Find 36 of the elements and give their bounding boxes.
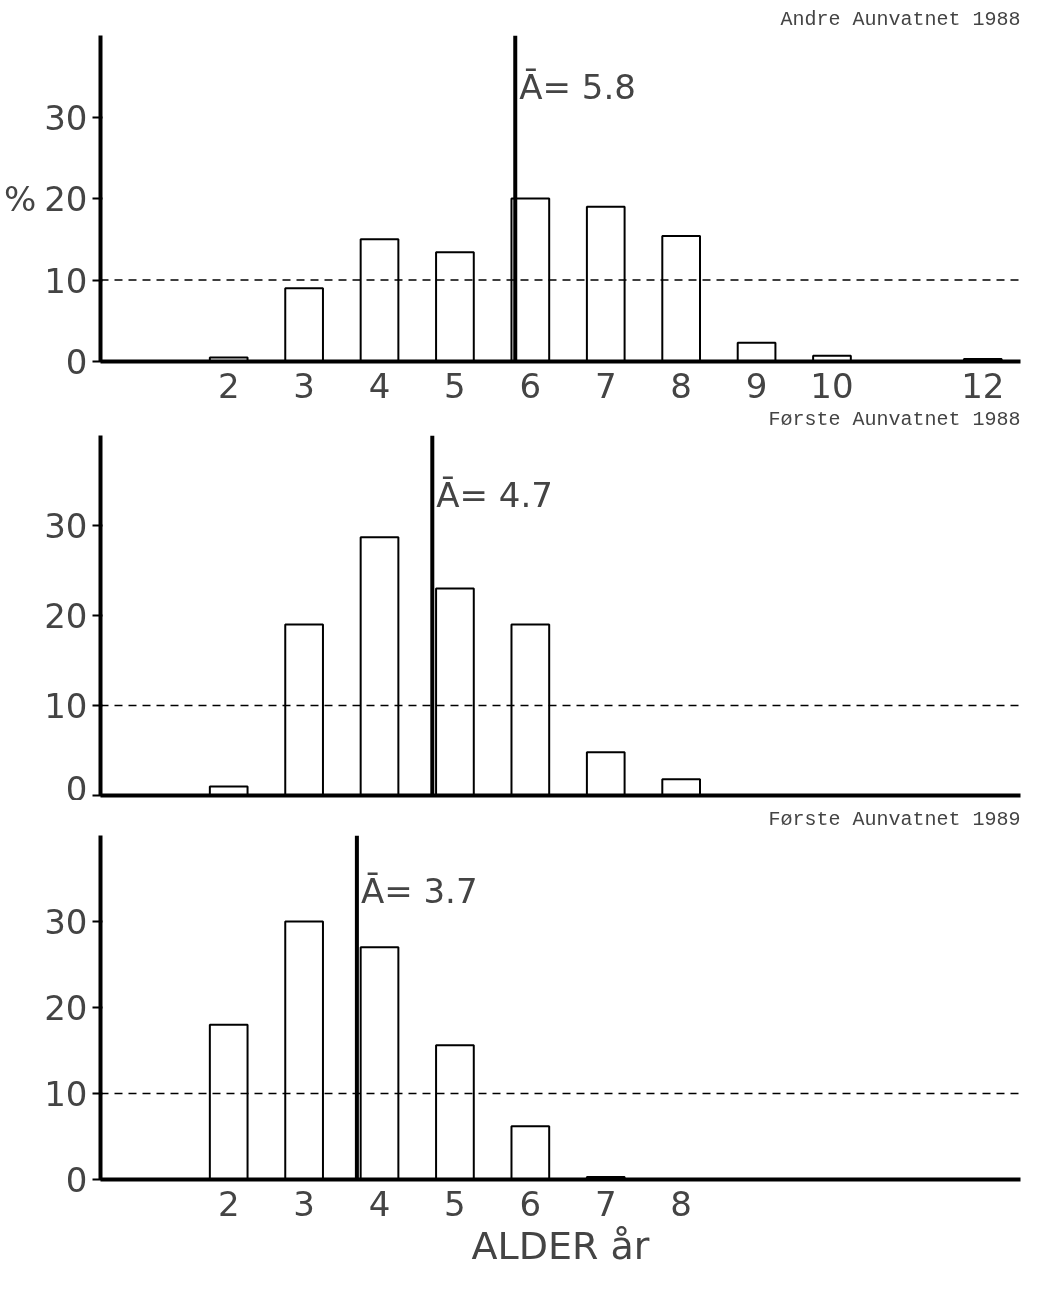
x-tick-label: 3 — [293, 365, 315, 406]
y-tick-label: 30 — [44, 506, 88, 546]
y-tick-label: 0 — [65, 342, 88, 382]
x-tick-label: 2 — [217, 365, 240, 406]
x-tick-label: 4 — [368, 1183, 391, 1224]
x-tick-label: 5 — [444, 365, 466, 406]
y-tick-label: 0 — [65, 1160, 88, 1200]
y-axis-title: % — [3, 178, 37, 219]
chart-title: Første Aunvatnet 1989 — [768, 807, 1021, 831]
x-tick-label: 8 — [670, 1183, 692, 1224]
y-tick-label: 20 — [44, 988, 88, 1028]
y-tick-label: 10 — [44, 260, 88, 301]
chart-title: Andre Aunvatnet 1988 — [780, 7, 1021, 31]
chart-title: Første Aunvatnet 1988 — [768, 407, 1021, 431]
x-tick-label: 12 — [961, 365, 1005, 406]
y-tick-label: 30 — [44, 97, 88, 138]
x-tick-label: 3 — [293, 1183, 315, 1224]
x-tick-label: 4 — [368, 365, 391, 406]
x-tick-label: 5 — [444, 1183, 466, 1224]
y-tick-label: 20 — [44, 596, 88, 636]
y-tick-label: 10 — [44, 686, 88, 726]
y-tick-label: 10 — [44, 1074, 88, 1114]
x-axis-title: ALDER år — [471, 1223, 650, 1268]
x-tick-label: 9 — [745, 365, 768, 406]
ref-line-label: Ā= 3.7 — [360, 871, 478, 912]
y-tick-label: 20 — [44, 179, 88, 219]
x-tick-label: 6 — [519, 1183, 542, 1224]
y-tick-label: 30 — [44, 902, 88, 942]
ref-line-label: Ā= 5.8 — [519, 67, 636, 108]
x-tick-label: 6 — [519, 365, 542, 406]
x-tick-label: 7 — [594, 1183, 617, 1224]
x-tick-label: 10 — [810, 365, 854, 406]
x-tick-label: 7 — [594, 365, 617, 406]
x-tick-label: 2 — [217, 1183, 240, 1224]
x-tick-label: 8 — [670, 365, 692, 406]
ref-line-label: Ā= 4.7 — [436, 474, 553, 515]
